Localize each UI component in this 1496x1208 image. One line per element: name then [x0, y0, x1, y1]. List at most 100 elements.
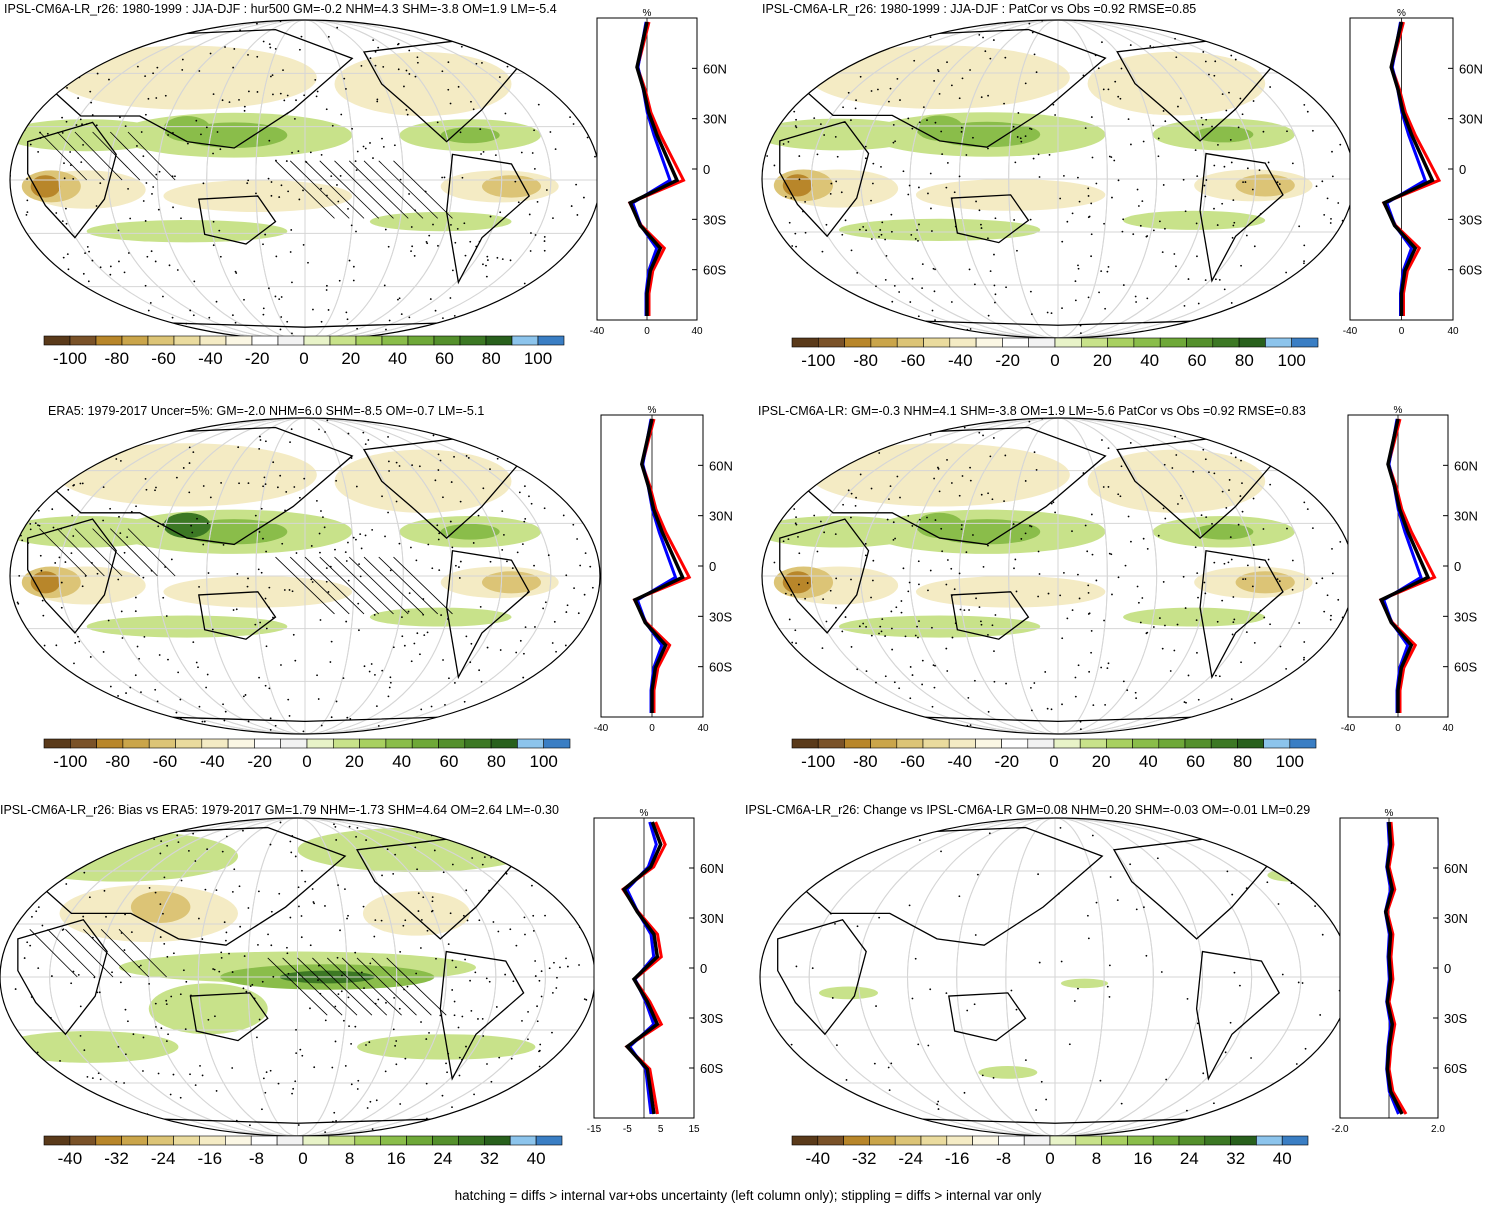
- stipple-dot: [1292, 439, 1295, 441]
- stipple-dot: [1037, 153, 1040, 156]
- stipple-dot: [931, 230, 933, 232]
- stipple-dot: [489, 215, 492, 218]
- stipple-dot: [1339, 143, 1342, 146]
- stipple-dot: [293, 486, 296, 488]
- stipple-dot: [865, 670, 868, 673]
- stipple-dot: [873, 305, 876, 308]
- stipple-dot: [462, 914, 465, 917]
- stipple-dot: [179, 1096, 182, 1099]
- stipple-dot: [237, 446, 240, 449]
- stipple-dot: [490, 1080, 493, 1083]
- stipple-dot: [1187, 674, 1190, 677]
- stipple-dot: [890, 422, 893, 425]
- stipple-dot: [286, 94, 289, 97]
- stipple-dot: [1090, 202, 1093, 205]
- colorbar-swatch: [923, 337, 951, 348]
- stipple-dot: [515, 328, 518, 331]
- stipple-dot: [1230, 558, 1233, 561]
- stipple-dot: [559, 475, 561, 477]
- profile-curve-ensemble: [632, 418, 685, 713]
- stipple-dot: [505, 49, 508, 51]
- stipple-dot: [180, 217, 182, 220]
- stipple-dot: [146, 255, 149, 258]
- stipple-dot: [544, 885, 547, 888]
- stipple-dot: [205, 126, 208, 129]
- stipple-dot: [70, 552, 73, 555]
- stipple-dot: [1277, 32, 1280, 35]
- stipple-dot: [793, 508, 796, 510]
- stipple-dot: [891, 300, 894, 303]
- stipple-dot: [850, 119, 852, 122]
- stipple-dot: [291, 590, 294, 593]
- stipple-dot: [1338, 495, 1341, 498]
- stipple-dot: [850, 516, 852, 519]
- stipple-dot: [38, 524, 41, 527]
- stipple-dot: [40, 569, 43, 572]
- stipple-dot: [358, 563, 360, 566]
- stipple-dot: [1033, 451, 1036, 454]
- stipple-dot: [1285, 667, 1288, 670]
- stipple-dot: [108, 78, 110, 81]
- stipple-dot: [875, 681, 877, 684]
- stipple-dot: [125, 692, 127, 694]
- stipple-dot: [44, 659, 47, 662]
- graticule-meridian: [206, 20, 404, 340]
- stipple-dot: [1303, 260, 1305, 263]
- stipple-dot: [208, 316, 211, 319]
- stipple-dot: [190, 524, 193, 527]
- stipple-dot: [206, 522, 209, 525]
- stipple-dot: [530, 232, 532, 234]
- stipple-dot: [544, 914, 546, 917]
- stipple-dot: [82, 272, 85, 275]
- stipple-dot: [1267, 161, 1270, 164]
- stipple-dot: [1102, 88, 1105, 91]
- stipple-dot: [961, 475, 964, 477]
- stipple-dot: [211, 628, 214, 631]
- stipple-dot: [517, 201, 520, 204]
- stipple-dot: [835, 577, 838, 580]
- stipple-dot: [555, 294, 558, 297]
- stipple-dot: [434, 309, 437, 312]
- stipple-dot: [1033, 53, 1036, 56]
- stipple-dot: [244, 694, 247, 696]
- stipple-dot: [898, 291, 901, 293]
- stipple-dot: [291, 332, 293, 335]
- stipple-dot: [97, 428, 100, 431]
- stipple-dot: [15, 880, 17, 883]
- stipple-dot: [1059, 826, 1062, 829]
- stipple-dot: [1321, 180, 1324, 183]
- stipple-dot: [1038, 961, 1041, 964]
- stipple-dot: [1079, 720, 1082, 723]
- stipple-dot: [557, 710, 560, 713]
- stipple-dot: [821, 647, 824, 650]
- stipple-dot: [46, 704, 49, 707]
- stipple-dot: [14, 261, 16, 263]
- contour-region: [978, 1066, 1038, 1079]
- stipple-dot: [878, 26, 881, 29]
- coastline: [27, 518, 117, 634]
- stipple-dot: [1090, 255, 1092, 258]
- contour-region: [86, 615, 288, 638]
- stipple-dot: [958, 97, 961, 100]
- stipple-dot: [365, 1044, 367, 1046]
- panel-title: IPSL-CM6A-LR_r26: 1980-1999 : JJA-DJF : …: [762, 2, 1197, 16]
- stipple-dot: [174, 33, 176, 36]
- stipple-dot: [1256, 55, 1259, 58]
- stipple-dot: [1321, 933, 1324, 936]
- stipple-dot: [795, 20, 797, 22]
- stipple-dot: [444, 703, 446, 706]
- stipple-dot: [221, 850, 224, 853]
- colorbar-swatch: [1178, 1135, 1206, 1146]
- colorbar-tick-label: 40: [392, 752, 411, 771]
- stipple-dot: [289, 916, 292, 919]
- stipple-dot: [1314, 905, 1317, 907]
- stipple-dot: [279, 474, 282, 477]
- stipple-dot: [264, 1091, 267, 1094]
- stipple-dot: [1135, 908, 1138, 911]
- contour-region: [163, 116, 211, 142]
- stipple-dot: [75, 124, 78, 126]
- stipple-dot: [1260, 421, 1263, 424]
- stipple-dot: [317, 979, 319, 981]
- stipple-dot: [918, 839, 921, 841]
- hatch-line: [110, 528, 158, 577]
